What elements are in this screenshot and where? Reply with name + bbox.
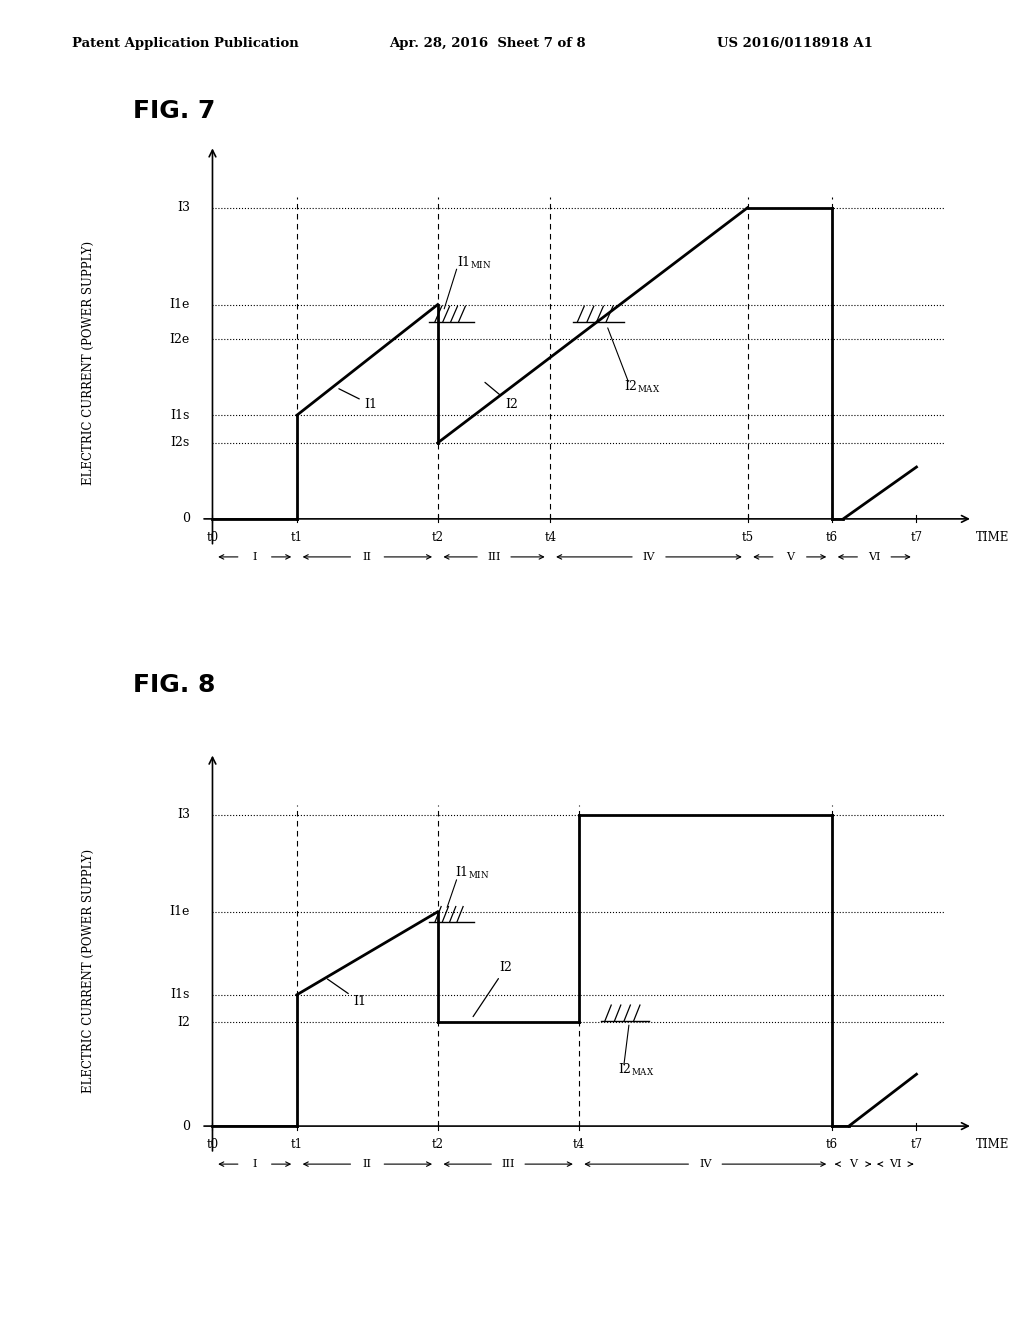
Text: V: V [849,1159,857,1170]
Text: I: I [253,1159,257,1170]
Text: t5: t5 [741,531,754,544]
Text: I1e: I1e [170,906,190,919]
Text: II: II [362,552,372,562]
Text: I2$_{\mathregular{MAX}}$: I2$_{\mathregular{MAX}}$ [624,379,660,395]
Text: I3: I3 [177,808,190,821]
Text: t7: t7 [910,1138,923,1151]
Text: I3: I3 [177,201,190,214]
Text: V: V [785,552,794,562]
Text: IV: IV [643,552,655,562]
Text: t4: t4 [545,531,556,544]
Text: I2e: I2e [170,333,190,346]
Text: IV: IV [699,1159,712,1170]
Text: TIME: TIME [976,1138,1009,1151]
Text: VI: VI [889,1159,901,1170]
Text: II: II [362,1159,372,1170]
Text: I1$_{\mathregular{MIN}}$: I1$_{\mathregular{MIN}}$ [455,865,489,882]
Text: 0: 0 [182,512,190,525]
Text: US 2016/0118918 A1: US 2016/0118918 A1 [717,37,872,50]
Text: ELECTRIC CURRENT (POWER SUPPLY): ELECTRIC CURRENT (POWER SUPPLY) [82,242,95,486]
Text: I2s: I2s [171,437,190,449]
Text: t2: t2 [432,1138,443,1151]
Text: I1$_{\mathregular{MIN}}$: I1$_{\mathregular{MIN}}$ [458,255,493,271]
Text: Patent Application Publication: Patent Application Publication [72,37,298,50]
Text: I2: I2 [485,383,518,412]
Text: I2: I2 [177,1016,190,1028]
Text: FIG. 8: FIG. 8 [133,673,215,697]
Text: t0: t0 [207,1138,218,1151]
Text: I1: I1 [328,979,367,1008]
Text: I1: I1 [339,389,378,412]
Text: FIG. 7: FIG. 7 [133,99,215,123]
Text: III: III [487,552,501,562]
Text: t6: t6 [826,531,838,544]
Text: I2$_{\mathregular{MAX}}$: I2$_{\mathregular{MAX}}$ [618,1063,654,1078]
Text: t1: t1 [291,531,303,544]
Text: ELECTRIC CURRENT (POWER SUPPLY): ELECTRIC CURRENT (POWER SUPPLY) [82,849,95,1093]
Text: t6: t6 [826,1138,838,1151]
Text: I1s: I1s [171,989,190,1001]
Text: III: III [502,1159,515,1170]
Text: I2: I2 [473,961,513,1016]
Text: I: I [253,552,257,562]
Text: t1: t1 [291,1138,303,1151]
Text: 0: 0 [182,1119,190,1133]
Text: I1e: I1e [170,298,190,312]
Text: VI: VI [868,552,881,562]
Text: t7: t7 [910,531,923,544]
Text: TIME: TIME [976,531,1009,544]
Text: t2: t2 [432,531,443,544]
Text: I1s: I1s [171,409,190,421]
Text: t4: t4 [572,1138,585,1151]
Text: t0: t0 [207,531,218,544]
Text: Apr. 28, 2016  Sheet 7 of 8: Apr. 28, 2016 Sheet 7 of 8 [389,37,586,50]
